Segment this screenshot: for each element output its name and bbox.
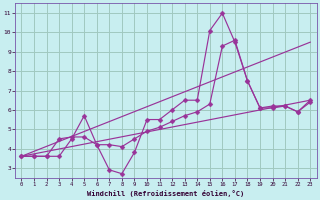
- X-axis label: Windchill (Refroidissement éolien,°C): Windchill (Refroidissement éolien,°C): [87, 190, 244, 197]
